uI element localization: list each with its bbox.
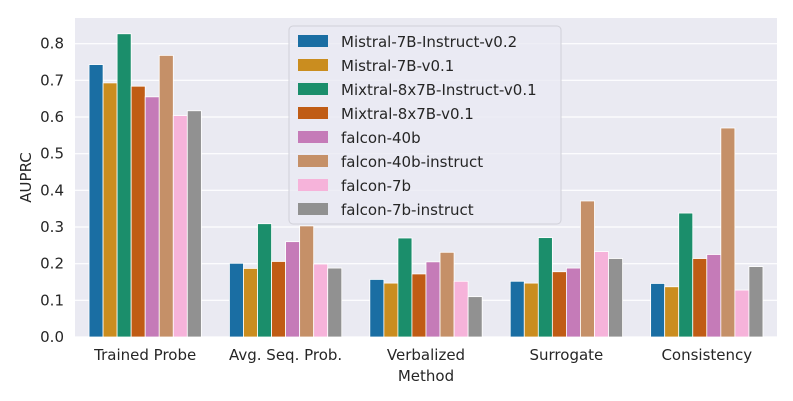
bar <box>172 115 188 338</box>
bar <box>130 85 146 338</box>
bar <box>369 279 385 338</box>
bar <box>425 261 441 338</box>
bar <box>706 254 722 338</box>
bar <box>692 258 708 338</box>
y-tick-label: 0.7 <box>40 71 64 89</box>
x-tick-label: Consistency <box>661 346 752 364</box>
y-tick-label: 0.4 <box>40 181 64 199</box>
bar <box>523 282 539 338</box>
x-tick-label: Avg. Seq. Prob. <box>229 346 342 364</box>
legend-swatch <box>298 35 328 47</box>
y-tick-label: 0.2 <box>40 255 64 273</box>
bar <box>537 237 553 338</box>
bar <box>748 266 764 338</box>
bar <box>551 271 567 338</box>
x-tick-label: Trained Probe <box>93 346 196 364</box>
bar <box>299 225 315 338</box>
bar <box>383 282 399 338</box>
y-tick-label: 0.0 <box>40 328 64 346</box>
bar <box>158 55 174 338</box>
legend-swatch <box>298 203 328 215</box>
bar <box>243 268 258 338</box>
bar <box>285 241 301 338</box>
y-axis-ticks: 0.0 0.1 0.2 0.3 0.4 0.5 0.6 0.7 0.8 <box>40 35 64 346</box>
legend-swatch <box>298 179 328 191</box>
bar <box>102 82 118 338</box>
bar <box>509 280 525 338</box>
bar <box>566 267 581 338</box>
legend-swatch <box>298 131 328 143</box>
legend-box <box>288 25 562 225</box>
y-tick-label: 0.6 <box>40 108 64 126</box>
y-tick-label: 0.5 <box>40 145 64 163</box>
legend-label: falcon-40b <box>341 129 421 147</box>
bar <box>144 96 160 338</box>
legend-label: falcon-7b <box>341 177 411 195</box>
bar <box>453 280 469 338</box>
legend-swatch <box>298 107 328 119</box>
legend-label: falcon-40b-instruct <box>341 153 483 171</box>
bar <box>327 267 343 338</box>
legend-label: falcon-7b-instruct <box>341 201 474 219</box>
bar <box>186 110 202 338</box>
legend-swatch <box>298 83 328 95</box>
legend-label: Mixtral-8x7B-v0.1 <box>341 105 474 123</box>
bar <box>580 200 595 338</box>
bar <box>313 263 329 338</box>
bar <box>271 261 286 338</box>
bar <box>650 283 666 338</box>
legend-label: Mixtral-8x7B-Instruct-v0.1 <box>341 81 537 99</box>
bar <box>720 127 736 338</box>
legend-label: Mistral-7B-v0.1 <box>341 57 454 75</box>
legend-swatch <box>298 59 328 71</box>
x-tick-label: Verbalized <box>387 346 465 364</box>
bar <box>257 223 272 338</box>
bars <box>88 33 764 338</box>
y-tick-label: 0.1 <box>40 291 64 309</box>
bar <box>678 212 694 338</box>
bar <box>594 251 609 338</box>
bar <box>116 33 132 338</box>
y-tick-label: 0.3 <box>40 218 64 236</box>
y-axis-label: AUPRC <box>17 152 35 202</box>
bar <box>229 262 244 338</box>
bar <box>734 289 750 338</box>
bar <box>467 296 483 338</box>
x-axis-label: Method <box>398 367 454 385</box>
bar <box>88 64 104 338</box>
bar <box>439 251 455 338</box>
bar <box>608 258 623 338</box>
bar <box>664 286 680 338</box>
bar <box>397 237 413 338</box>
y-tick-label: 0.8 <box>40 35 64 53</box>
legend-label: Mistral-7B-Instruct-v0.2 <box>341 33 517 51</box>
x-axis-ticks: Trained Probe Avg. Seq. Prob. Verbalized Su… <box>93 346 752 364</box>
legend: Mistral-7B-Instruct-v0.2 Mistral-7B-v0.1 M… <box>288 25 562 225</box>
bar <box>411 273 427 338</box>
x-tick-label: Surrogate <box>530 346 604 364</box>
legend-swatch <box>298 155 328 167</box>
